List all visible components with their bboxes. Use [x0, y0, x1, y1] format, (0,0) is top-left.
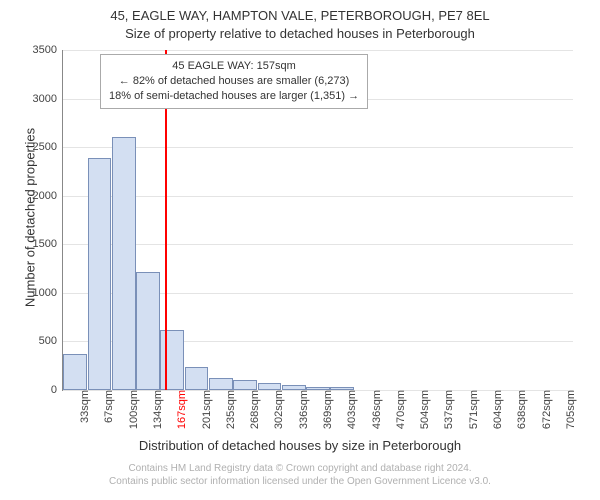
- callout-line-3: 18% of semi-detached houses are larger (…: [109, 89, 359, 104]
- grid-line: [63, 147, 573, 148]
- histogram-bar: [185, 367, 209, 390]
- x-tick-label: 604sqm: [492, 390, 504, 429]
- attribution-line-2: Contains public sector information licen…: [0, 475, 600, 488]
- x-tick-label: 369sqm: [322, 390, 334, 429]
- histogram-bar: [136, 272, 160, 391]
- x-tick-label: 436sqm: [371, 390, 383, 429]
- histogram-bar: [258, 383, 282, 390]
- x-tick-label: 302sqm: [273, 390, 285, 429]
- grid-line: [63, 196, 573, 197]
- chart-title: 45, EAGLE WAY, HAMPTON VALE, PETERBOROUG…: [0, 8, 600, 23]
- chart-subtitle: Size of property relative to detached ho…: [0, 26, 600, 41]
- histogram-bar: [233, 380, 257, 390]
- callout-line-1: 45 EAGLE WAY: 157sqm: [109, 59, 359, 74]
- x-tick-label: 403sqm: [346, 390, 358, 429]
- x-tick-label: 705sqm: [565, 390, 577, 429]
- histogram-bar: [160, 330, 184, 390]
- x-axis-label: Distribution of detached houses by size …: [0, 438, 600, 453]
- grid-line: [63, 50, 573, 51]
- attribution-line-1: Contains HM Land Registry data © Crown c…: [0, 462, 600, 475]
- y-tick-label: 500: [39, 335, 57, 347]
- x-tick-label: 504sqm: [419, 390, 431, 429]
- histogram-bar: [63, 354, 87, 390]
- x-tick-label: 100sqm: [128, 390, 140, 429]
- x-tick-label: 672sqm: [541, 390, 553, 429]
- callout-line-2: ← 82% of detached houses are smaller (6,…: [109, 74, 359, 89]
- histogram-bar: [209, 378, 233, 390]
- histogram-bar: [112, 137, 136, 390]
- x-tick-label: 638sqm: [516, 390, 528, 429]
- x-tick-label: 571sqm: [468, 390, 480, 429]
- x-tick-label: 268sqm: [249, 390, 261, 429]
- x-tick-label: 67sqm: [103, 390, 115, 423]
- x-tick-label: 201sqm: [201, 390, 213, 429]
- y-tick-label: 3500: [33, 44, 57, 56]
- grid-line: [63, 244, 573, 245]
- y-tick-label: 0: [51, 384, 57, 396]
- reference-callout: 45 EAGLE WAY: 157sqm ← 82% of detached h…: [100, 54, 368, 109]
- x-tick-label: 470sqm: [395, 390, 407, 429]
- y-axis-label: Number of detached properties: [23, 118, 38, 318]
- x-tick-label: 537sqm: [443, 390, 455, 429]
- x-tick-label: 336sqm: [298, 390, 310, 429]
- y-tick-label: 3000: [33, 93, 57, 105]
- x-tick-label: 134sqm: [152, 390, 164, 429]
- chart-container: 45, EAGLE WAY, HAMPTON VALE, PETERBOROUG…: [0, 0, 600, 500]
- x-tick-label: 167sqm: [176, 390, 188, 429]
- attribution-text: Contains HM Land Registry data © Crown c…: [0, 462, 600, 488]
- histogram-bar: [88, 158, 112, 390]
- x-tick-label: 33sqm: [79, 390, 91, 423]
- x-tick-label: 235sqm: [225, 390, 237, 429]
